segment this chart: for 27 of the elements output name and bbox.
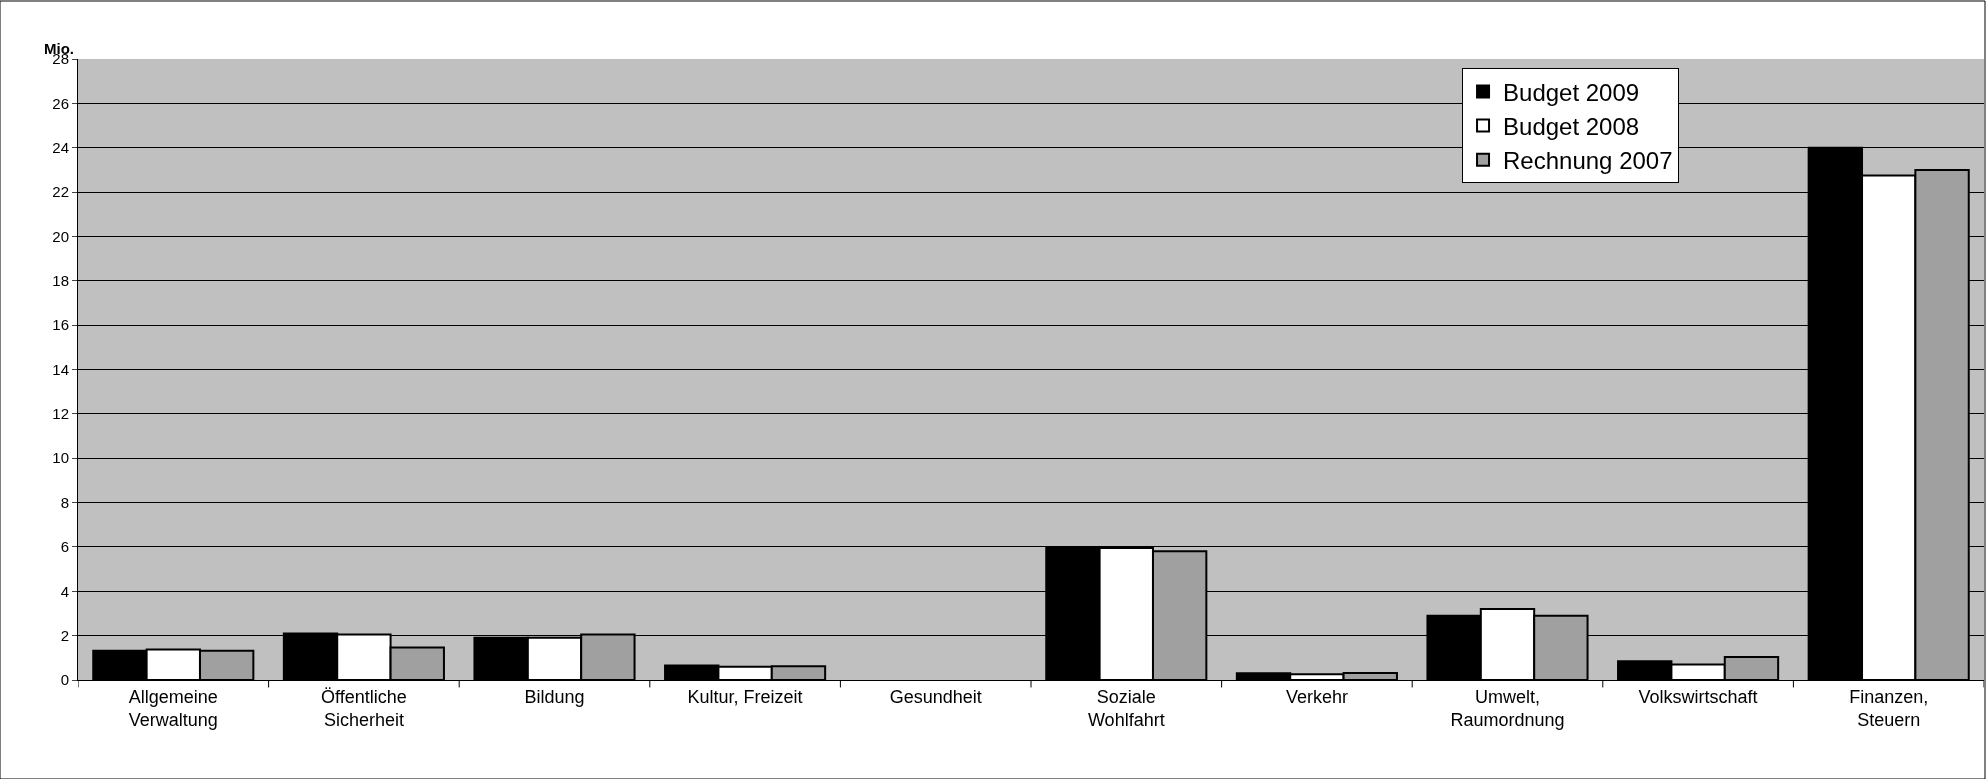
y-tick-label: 8 xyxy=(60,493,69,511)
y-tick-label: 24 xyxy=(52,138,69,156)
y-tick-label: 16 xyxy=(52,316,69,334)
y-tick-label: 4 xyxy=(60,582,69,600)
y-tick-label: 26 xyxy=(52,94,69,112)
x-tick-label: Öffentliche Sicherheit xyxy=(321,686,407,730)
x-tick-label: Volkswirtschaft xyxy=(1638,686,1758,707)
y-tick-label: 10 xyxy=(52,449,69,467)
x-tick-label: Kultur, Freizeit xyxy=(687,686,803,707)
legend-label: Budget 2008 xyxy=(1503,112,1640,140)
x-tick-label: Soziale Wohlfahrt xyxy=(1087,686,1165,730)
y-tick-label: 22 xyxy=(52,183,69,201)
x-tick-label: Finanzen, Steuern xyxy=(1849,686,1929,730)
legend-label: Budget 2009 xyxy=(1503,78,1640,106)
x-tick-label: Gesundheit xyxy=(889,686,982,707)
y-tick-label: 20 xyxy=(52,227,69,245)
y-tick-label: 2 xyxy=(60,626,69,644)
x-tick-label: Umwelt, Raumordnung xyxy=(1450,686,1565,730)
x-tick-label: Allgemeine Verwaltung xyxy=(128,686,218,730)
x-tick-label: Verkehr xyxy=(1285,686,1348,707)
legend-label: Rechnung 2007 xyxy=(1503,147,1673,175)
y-tick-label: 18 xyxy=(52,272,69,290)
y-tick-label: 0 xyxy=(60,671,69,689)
y-tick-label: 14 xyxy=(52,360,69,378)
y-tick-label: 6 xyxy=(60,538,69,556)
y-tick-label: 12 xyxy=(52,405,69,423)
x-tick-label: Bildung xyxy=(524,686,585,707)
